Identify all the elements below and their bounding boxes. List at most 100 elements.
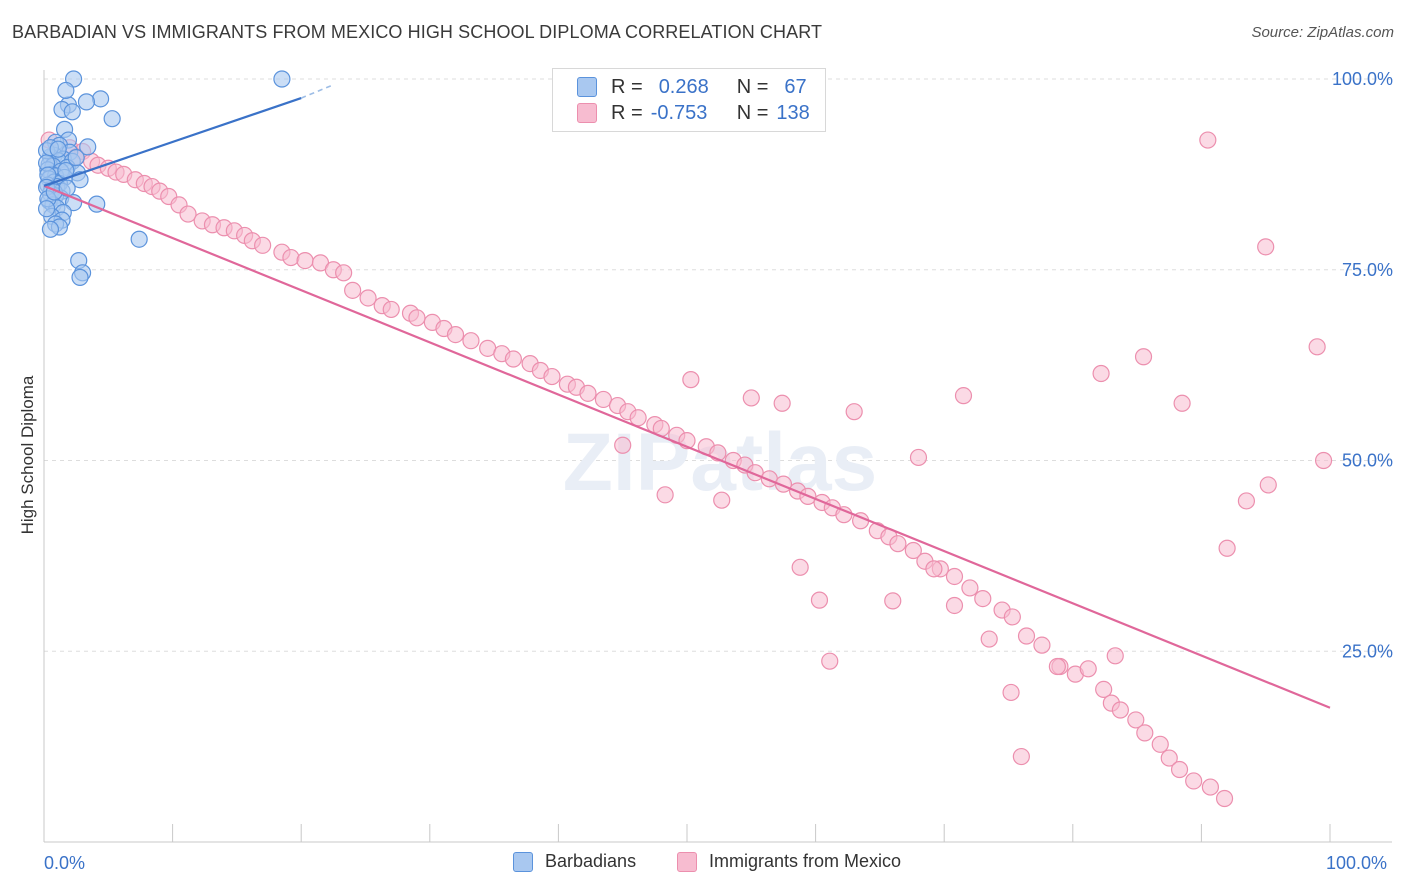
data-point-mexico: [579, 384, 597, 402]
data-point-mexico: [1257, 238, 1275, 256]
trend-line-barbadians: [43, 97, 302, 187]
legend-swatch-blue: [513, 851, 533, 872]
series-barbadians: [37, 70, 291, 286]
y-tick-label: 50.0%: [1342, 451, 1393, 471]
data-point-mexico: [296, 251, 314, 270]
data-point-mexico: [254, 236, 272, 254]
data-point-mexico: [1185, 772, 1203, 790]
legend-item-barbadians: Barbadians: [513, 851, 636, 872]
legend-swatch-pink: [577, 103, 597, 123]
data-point-mexico: [845, 403, 863, 421]
legend-row-barbadians: R = 0.268 N = 67: [577, 75, 807, 99]
data-point-mexico: [980, 630, 998, 648]
data-point-barbadian: [41, 220, 60, 238]
data-point-mexico: [1160, 749, 1178, 767]
legend-label-barbadians: Barbadians: [545, 851, 637, 871]
y-tick-labels: 25.0% 50.0% 75.0% 100.0%: [1332, 69, 1393, 661]
legend-swatch-pink: [677, 851, 697, 872]
data-point-mexico: [1033, 636, 1051, 654]
data-point-mexico: [1308, 338, 1326, 356]
data-point-barbadian: [63, 103, 81, 121]
data-point-mexico: [594, 390, 613, 409]
data-point-barbadian: [67, 148, 85, 167]
data-point-mexico: [682, 371, 700, 389]
data-point-mexico: [1199, 131, 1217, 149]
y-tick-label: 25.0%: [1342, 641, 1393, 661]
data-point-mexico: [446, 326, 465, 344]
data-point-mexico: [945, 567, 964, 586]
data-point-mexico: [1201, 778, 1220, 796]
data-point-mexico: [1259, 476, 1277, 494]
data-point-mexico: [925, 560, 943, 578]
data-point-mexico: [713, 491, 731, 509]
data-point-mexico: [821, 652, 839, 670]
data-point-mexico: [1048, 657, 1066, 676]
data-point-mexico: [1237, 492, 1256, 510]
data-point-mexico: [504, 350, 522, 368]
data-point-mexico: [656, 486, 674, 504]
data-point-mexico: [1002, 683, 1020, 702]
data-point-barbadian: [130, 230, 148, 248]
data-point-barbadian: [79, 138, 97, 156]
data-point-mexico: [1215, 789, 1234, 808]
y-tick-label: 100.0%: [1332, 69, 1393, 89]
data-point-mexico: [179, 205, 197, 223]
data-point-mexico: [773, 394, 791, 412]
data-point-mexico: [1003, 608, 1021, 626]
data-point-mexico: [1314, 451, 1333, 470]
legend-n-label: N =: [736, 101, 769, 124]
data-point-mexico: [1017, 627, 1036, 645]
data-point-mexico: [791, 558, 809, 576]
legend-r-label: R =: [611, 75, 643, 98]
data-point-mexico: [462, 332, 480, 350]
data-point-mexico: [954, 387, 973, 405]
stats-legend: R = 0.268 N = 67 R = -0.753 N = 138: [552, 68, 826, 132]
legend-r-label: R =: [611, 101, 643, 124]
legend-swatch-blue: [577, 77, 597, 97]
data-point-mexico: [543, 367, 561, 386]
data-point-mexico: [742, 389, 760, 407]
data-point-mexico: [1111, 701, 1129, 719]
data-point-mexico: [1079, 660, 1097, 678]
data-point-mexico: [884, 592, 902, 610]
data-point-barbadian: [103, 110, 121, 128]
y-tick-label: 75.0%: [1342, 260, 1393, 280]
data-point-mexico: [904, 541, 922, 560]
legend-r-value: -0.753: [650, 101, 708, 124]
data-point-mexico: [945, 596, 964, 615]
legend-n-label: N =: [736, 75, 769, 98]
chart-title: BARBADIAN VS IMMIGRANTS FROM MEXICO HIGH…: [12, 22, 823, 42]
data-point-mexico: [1173, 394, 1191, 412]
data-point-mexico: [1170, 760, 1189, 779]
data-point-mexico: [1106, 647, 1124, 665]
data-point-mexico: [1218, 539, 1236, 557]
data-point-mexico: [614, 436, 632, 454]
data-point-mexico: [1092, 364, 1110, 383]
data-point-mexico: [961, 579, 979, 597]
data-point-mexico: [282, 248, 300, 267]
data-point-barbadian: [273, 70, 291, 88]
x-tick-label-min: 0.0%: [44, 853, 86, 873]
x-tick-label-max: 100.0%: [1326, 853, 1388, 873]
data-point-mexico: [408, 309, 426, 327]
data-point-mexico: [1134, 348, 1153, 366]
legend-label-mexico: Immigrants from Mexico: [709, 851, 902, 871]
data-point-mexico: [1012, 747, 1030, 766]
data-point-barbadian: [49, 140, 67, 158]
data-point-mexico: [974, 590, 992, 608]
series-immigrants-from-mexico: [40, 131, 1333, 808]
trend-line-barbadians-extension: [300, 85, 332, 99]
data-point-mexico: [1127, 711, 1145, 729]
legend-item-mexico: Immigrants from Mexico: [677, 851, 901, 872]
legend-n-value: 67: [784, 75, 807, 98]
data-point-mexico: [629, 409, 647, 427]
data-point-barbadian: [91, 90, 110, 108]
data-point-mexico: [889, 535, 907, 553]
data-point-barbadian: [57, 81, 75, 100]
data-point-mexico: [359, 289, 377, 307]
data-point-barbadian: [37, 200, 56, 218]
data-point-mexico: [344, 281, 362, 299]
data-point-mexico: [382, 300, 400, 319]
y-axis-label: High School Diploma: [18, 375, 37, 535]
legend-r-value: 0.268: [658, 75, 709, 98]
